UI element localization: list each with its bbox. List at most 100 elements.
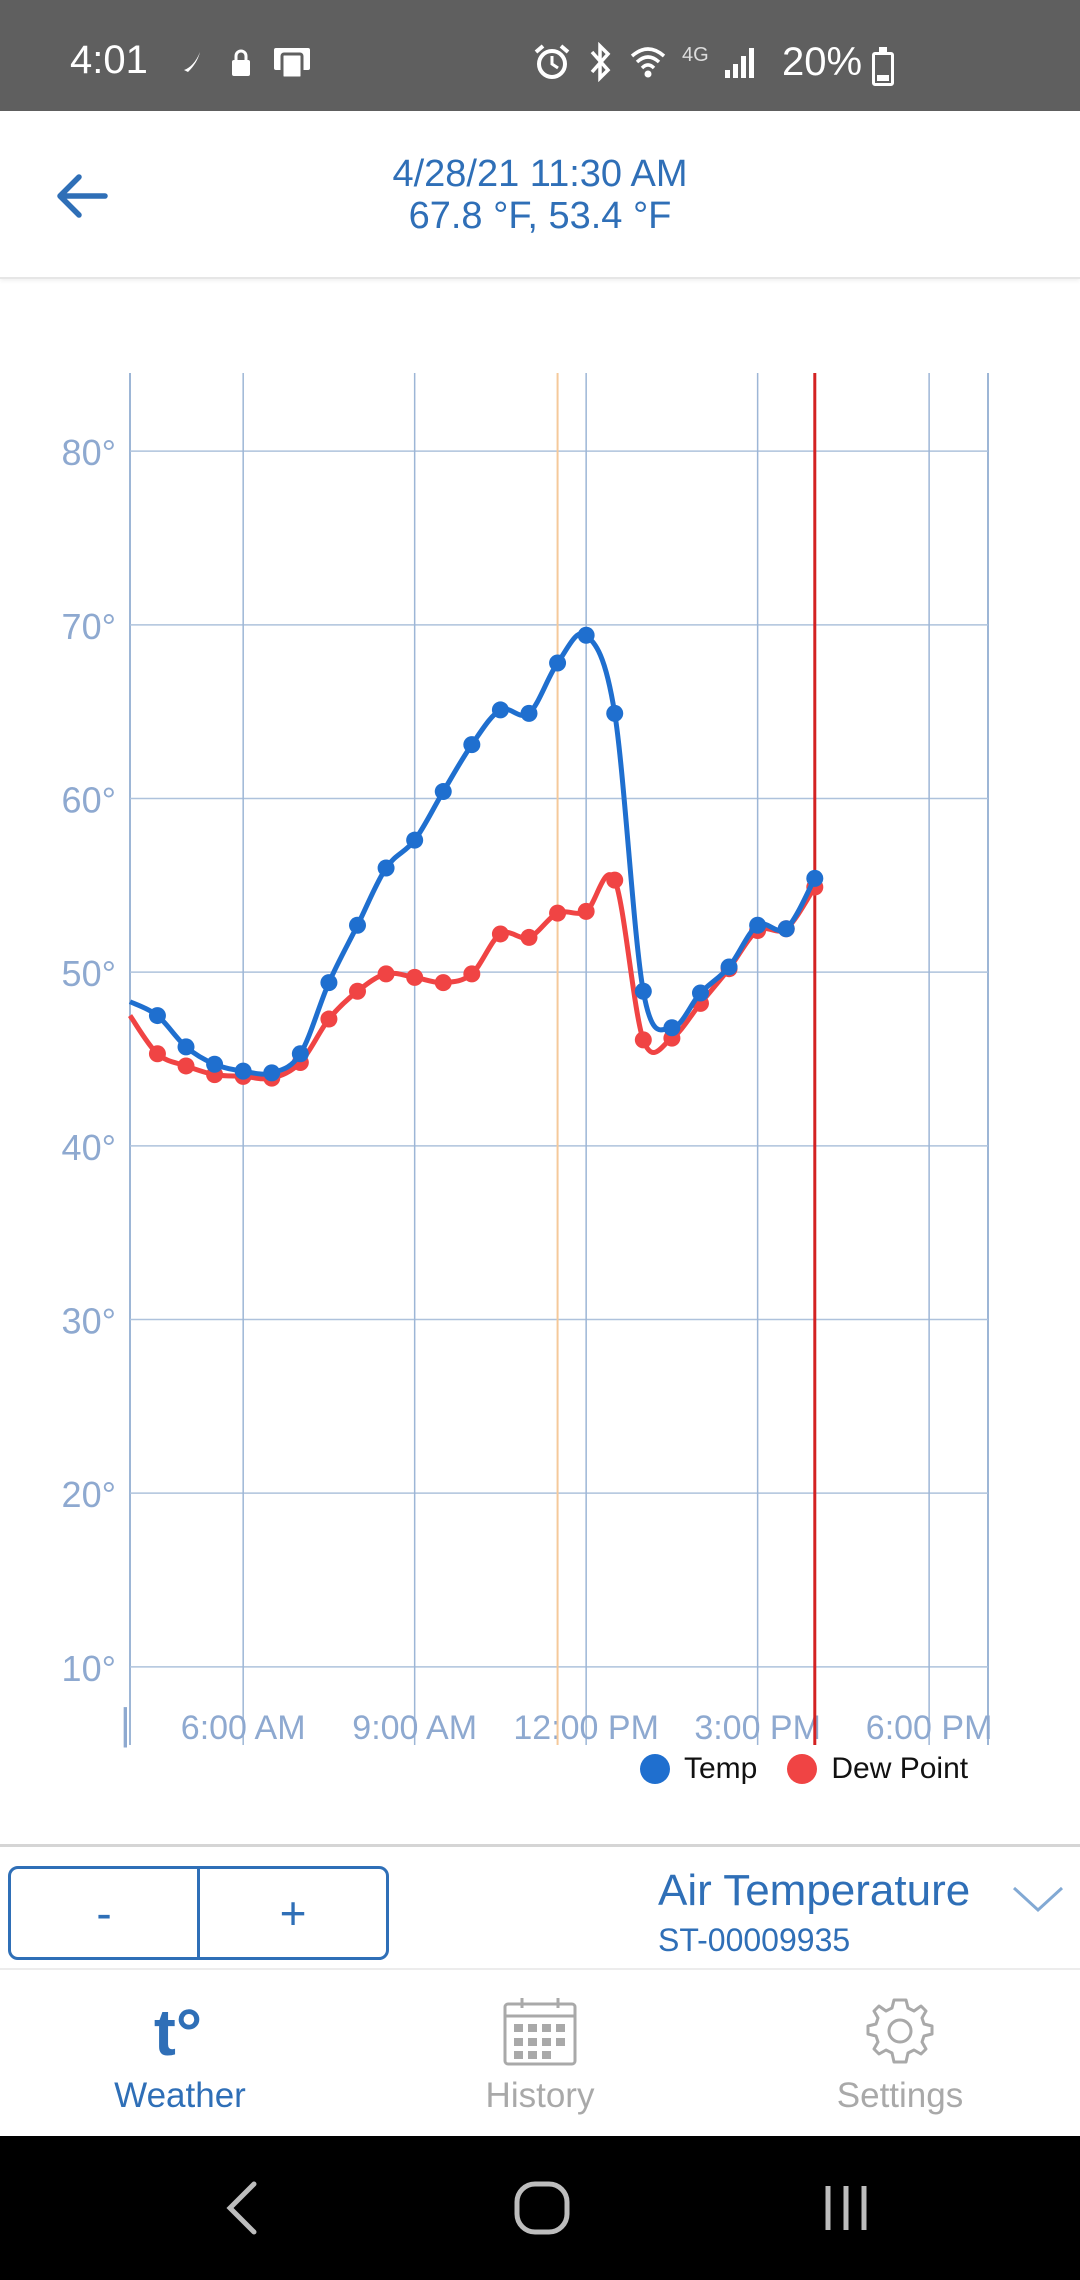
sensor-selector[interactable]: Air Temperature ST-00009935 xyxy=(658,1860,1068,1960)
nav-item-weather[interactable]: t° Weather xyxy=(0,1970,360,2138)
legend-dot-temp xyxy=(640,1754,670,1784)
status-right-icons: 4G xyxy=(532,42,759,82)
nav-label-weather: Weather xyxy=(114,2076,246,2115)
system-recents-icon xyxy=(825,2186,867,2230)
data-point-dew-point xyxy=(377,965,395,983)
x-tick-label: 3:00 PM xyxy=(694,1709,821,1747)
data-point-temp xyxy=(520,704,538,722)
cast-icon xyxy=(274,48,310,80)
x-tick-label: 6:00 AM xyxy=(181,1709,306,1747)
chart-legend: Temp Dew Point xyxy=(640,1752,984,1786)
data-point-temp xyxy=(234,1062,252,1080)
y-tick-label: 30° xyxy=(62,1301,116,1342)
data-point-temp xyxy=(749,916,767,934)
legend-item-temp: Temp xyxy=(640,1752,757,1786)
weather-icon-text: t° xyxy=(153,1995,203,2069)
sensor-title: Air Temperature xyxy=(658,1866,971,1915)
data-point-dew-point xyxy=(349,982,367,1000)
data-point-temp xyxy=(349,916,367,934)
data-point-dew-point xyxy=(434,974,452,992)
y-tick-label: 70° xyxy=(62,606,116,647)
network-type-label: 4G xyxy=(682,43,709,66)
legend-label-temp: Temp xyxy=(684,1752,758,1785)
alarm-icon xyxy=(534,44,570,79)
gear-icon xyxy=(860,1992,940,2072)
header-datetime: 4/28/21 11:30 AM xyxy=(392,153,688,195)
data-point-dew-point xyxy=(577,902,595,920)
data-point-temp xyxy=(691,984,709,1002)
bluetooth-icon xyxy=(590,42,611,82)
chevron-down-icon[interactable] xyxy=(1010,1878,1066,1918)
data-point-temp xyxy=(263,1064,281,1082)
data-point-temp xyxy=(148,1007,166,1025)
system-home-icon xyxy=(514,2181,570,2235)
data-point-temp xyxy=(434,783,452,801)
data-point-temp xyxy=(606,704,624,722)
signal-icon xyxy=(724,48,754,78)
status-left-icons xyxy=(180,46,312,80)
back-button[interactable] xyxy=(46,161,116,231)
status-time: 4:01 xyxy=(70,38,148,82)
data-point-dew-point xyxy=(520,928,538,946)
y-tick-label: 40° xyxy=(62,1127,116,1168)
data-point-temp xyxy=(463,736,481,754)
nav-label-history: History xyxy=(485,2076,595,2115)
data-point-dew-point xyxy=(177,1057,195,1075)
data-point-temp xyxy=(320,974,338,992)
data-point-temp xyxy=(549,654,567,672)
nav-label-settings: Settings xyxy=(836,2076,964,2115)
y-tick-label: 10° xyxy=(62,1648,116,1689)
data-point-dew-point xyxy=(148,1045,166,1063)
zoom-out-button[interactable]: - xyxy=(96,1887,112,1939)
data-point-temp xyxy=(491,701,509,719)
controls-divider xyxy=(0,1844,1080,1847)
data-point-dew-point xyxy=(320,1010,338,1028)
data-point-dew-point xyxy=(634,1031,652,1049)
legend-dot-dew-point xyxy=(787,1754,818,1784)
data-point-dew-point xyxy=(491,925,509,943)
y-tick-label: 80° xyxy=(62,432,116,473)
back-arrow-icon xyxy=(57,174,108,218)
zoom-control: - + xyxy=(8,1866,389,1960)
system-nav-bar xyxy=(0,2136,1080,2280)
data-point-temp xyxy=(291,1045,309,1063)
x-tick-label: 6:00 PM xyxy=(866,1709,993,1747)
wifi-icon xyxy=(630,47,666,78)
app-header: 4/28/21 11:30 AM 67.8 °F, 53.4 °F xyxy=(0,111,1080,279)
system-recents-button[interactable] xyxy=(806,2176,886,2240)
system-home-button[interactable] xyxy=(502,2176,582,2240)
status-bar: 4:01 4G 20% xyxy=(0,0,1080,111)
zoom-separator xyxy=(197,1869,200,1957)
temperature-chart[interactable]: 80° 70° 60° 50° 40° 30° 20° 10° 6:00 AM 9:00 AM 12… xyxy=(0,360,1080,1760)
data-point-dew-point xyxy=(606,871,624,889)
data-point-temp xyxy=(720,958,738,976)
data-point-dew-point xyxy=(549,904,567,922)
data-point-dew-point xyxy=(406,968,424,986)
system-back-icon xyxy=(226,2181,257,2235)
legend-label-dew-point: Dew Point xyxy=(831,1752,969,1785)
data-point-temp xyxy=(377,859,395,877)
header-info: 4/28/21 11:30 AM 67.8 °F, 53.4 °F xyxy=(0,153,1080,237)
series-line-temp xyxy=(128,630,818,1077)
x-tick-label-partial: ▏ xyxy=(123,1707,150,1748)
data-point-temp xyxy=(634,982,652,1000)
data-point-dew-point xyxy=(463,965,481,983)
y-tick-label: 60° xyxy=(62,779,116,820)
nav-item-history[interactable]: History xyxy=(360,1970,720,2138)
data-point-temp xyxy=(206,1055,224,1073)
data-point-temp xyxy=(406,831,424,849)
nfc-icon xyxy=(184,52,200,72)
lock-icon xyxy=(232,49,250,76)
data-point-temp xyxy=(777,920,795,938)
x-tick-label: 9:00 AM xyxy=(352,1709,477,1747)
nav-item-settings[interactable]: Settings xyxy=(720,1970,1080,2138)
zoom-in-button[interactable]: + xyxy=(279,1887,307,1939)
legend-item-dew-point: Dew Point xyxy=(787,1752,968,1786)
y-tick-label: 50° xyxy=(62,953,116,994)
bottom-nav: t° Weather History xyxy=(0,1968,1080,2136)
system-back-button[interactable] xyxy=(202,2176,282,2240)
header-readings: 67.8 °F, 53.4 °F xyxy=(408,195,672,237)
data-point-temp xyxy=(177,1038,195,1056)
battery-icon xyxy=(872,47,894,86)
chart-canvas[interactable]: 80° 70° 60° 50° 40° 30° 20° 10° 6:00 AM 9:00 AM 12… xyxy=(0,360,1080,1760)
